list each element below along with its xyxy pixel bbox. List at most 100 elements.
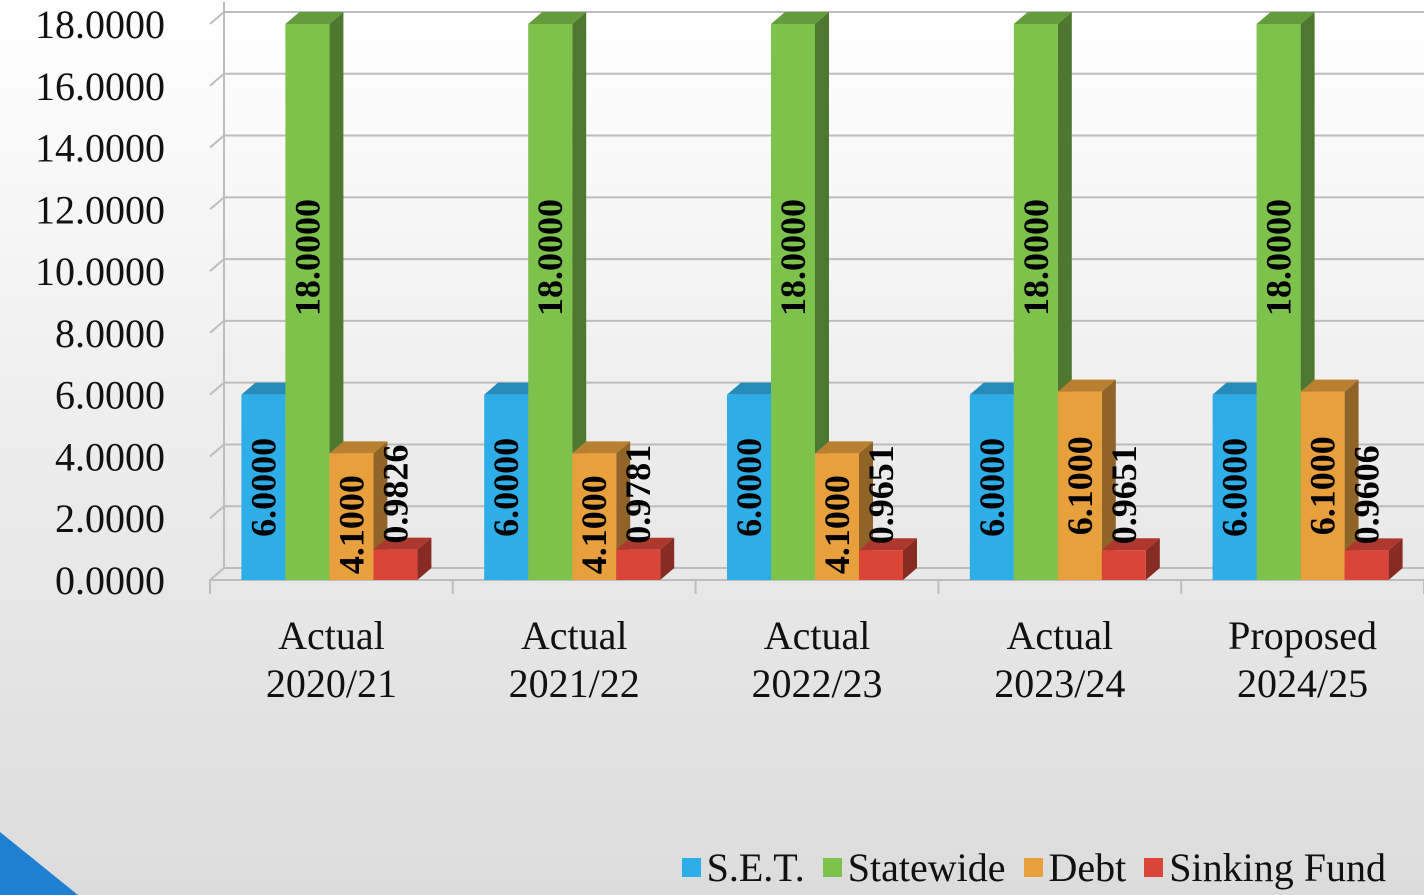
grid-line-side [209,443,225,458]
data-label: 0.9826 [375,445,415,544]
corner-decoration [0,832,78,895]
bar [616,537,675,580]
bar-top [1256,12,1315,24]
bar-front [1300,391,1345,580]
bar-side [572,12,587,580]
legend-swatch [1144,858,1164,877]
x-tick-label: Actual 2023/24 [994,613,1126,706]
bar-top [484,382,543,395]
bar-top [1013,12,1072,24]
data-label: 18.0000 [530,199,570,316]
data-label: 0.9781 [618,445,658,544]
bar-side [1388,538,1403,580]
bar-front [1212,394,1257,580]
data-label: 6.0000 [1215,438,1255,537]
data-label: 4.1000 [574,475,614,574]
bar-top [241,382,300,395]
legend-label: S.E.T. [706,845,805,890]
x-tick-label: Proposed 2024/25 [1228,613,1378,706]
bar-top [969,382,1028,395]
data-label: 6.1000 [1303,436,1343,535]
bar [859,538,917,580]
data-label: 18.0000 [287,199,327,316]
bar-front [969,394,1014,580]
grid-line-side [209,320,225,334]
legend-swatch [1023,858,1043,877]
legend-label: Debt [1048,845,1127,890]
bar-side [660,537,675,580]
grid-line-side [209,381,225,396]
bar-front [484,394,529,580]
data-label: 6.0000 [486,438,526,537]
bar-top [1300,379,1359,392]
data-label: 18.0000 [773,199,813,316]
data-label: 0.9651 [861,445,901,544]
y-tick-label: 6.0000 [55,373,165,418]
legend-item: Debt [1023,844,1127,891]
bar-side [1145,538,1160,580]
bar-top [1101,538,1160,551]
y-tick-label: 14.0000 [35,126,165,171]
grid-line-side [209,73,225,87]
bar-front [771,24,815,580]
bar-front [1101,550,1146,580]
bar-top [329,441,388,454]
bar-top [727,382,785,395]
legend-label: Statewide [847,845,1006,890]
bar-front [572,453,617,580]
bar [1300,379,1359,580]
grid-line-side [209,134,225,149]
legend-swatch [822,858,842,877]
y-tick-label: 16.0000 [35,64,165,109]
grid-line-side [209,196,225,211]
bar-top [1057,379,1116,392]
x-tick-label: Actual 2022/23 [751,613,883,706]
bar-front [285,24,330,580]
legend-item: Statewide [822,844,1006,891]
bar-top [285,12,344,24]
bar-front [241,394,286,580]
grid-line-side [209,505,225,519]
bar-front [329,453,374,580]
legend-item: S.E.T. [681,844,805,891]
data-label: 6.0000 [972,438,1012,537]
bar [329,441,388,580]
bar-side [903,538,917,580]
bar-side [417,537,432,580]
bar-top [572,441,631,454]
data-label: 18.0000 [1016,199,1056,316]
data-label: 4.1000 [331,475,371,574]
y-tick-label: 10.0000 [35,249,165,294]
y-tick-label: 2.0000 [55,496,165,541]
data-label: 4.1000 [817,475,857,574]
bar-side [1344,379,1359,580]
bar-top [528,12,587,24]
bar [285,12,344,580]
bar-front [1057,391,1102,580]
bar-top [1344,538,1403,551]
bar [771,12,829,580]
bar-front [1344,550,1389,580]
bar [1101,538,1160,580]
bar-top [859,538,917,551]
data-label: 0.9651 [1104,445,1144,544]
bar-top [373,537,432,550]
y-tick-label: 4.0000 [55,434,165,479]
x-tick-label: Actual 2021/22 [508,613,640,706]
y-tick-label: 0.0000 [55,558,165,603]
bar-front [727,394,771,580]
bar-front [616,549,661,580]
bar-front [528,24,573,580]
data-label: 6.0000 [243,438,283,537]
legend-item: Sinking Fund [1144,844,1386,891]
y-tick-label: 18.0000 [35,2,165,47]
bar [528,12,587,580]
bar-side [1101,379,1116,580]
bar-top [771,12,829,24]
legend-swatch [681,858,701,877]
bar-side [815,12,829,580]
bar-front [815,453,859,580]
y-tick-label: 8.0000 [55,311,165,356]
bar-front [373,549,418,580]
